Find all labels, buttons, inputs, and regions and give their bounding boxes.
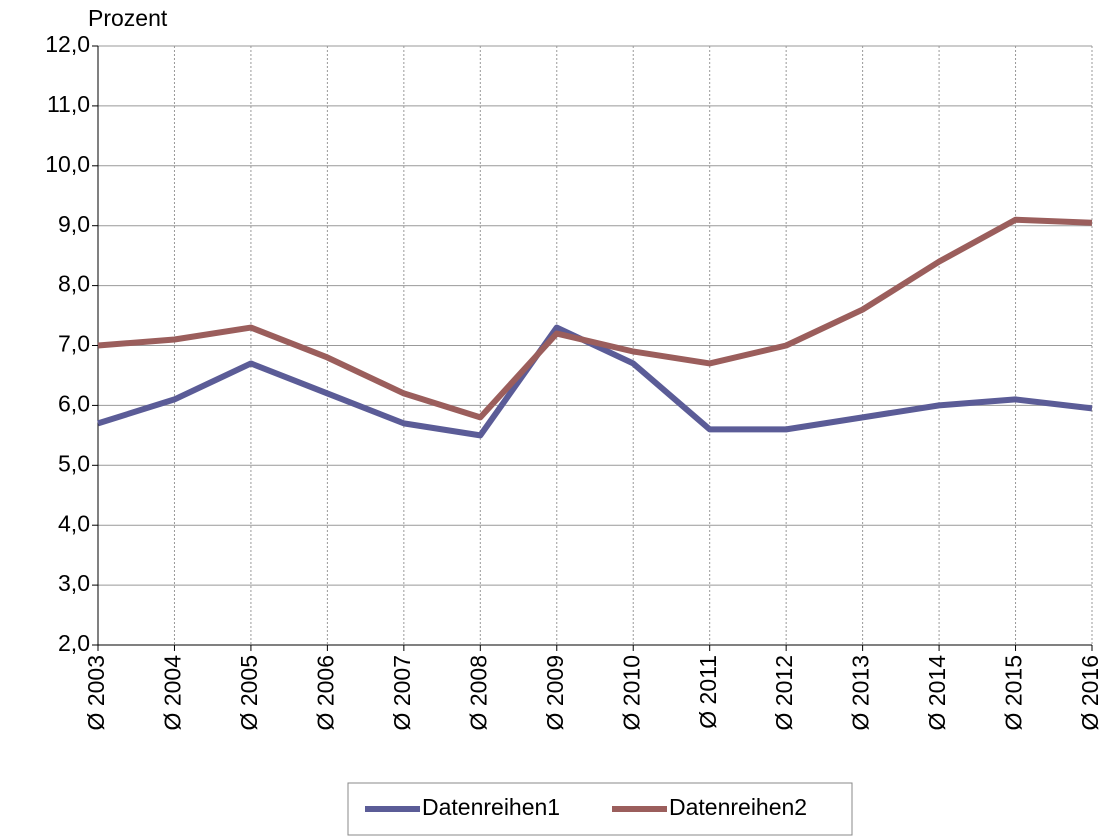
x-tick-label: Ø 2003 xyxy=(83,655,109,730)
x-tick-label: Ø 2009 xyxy=(542,655,568,730)
series-line xyxy=(97,216,1093,421)
x-tick-label: Ø 2012 xyxy=(771,655,797,730)
x-tick-label: Ø 2008 xyxy=(465,655,491,730)
y-axis-label: Prozent xyxy=(88,5,168,31)
x-tick-label: Ø 2006 xyxy=(312,655,338,730)
x-tick-label: Ø 2010 xyxy=(618,655,644,730)
x-tick-label: Ø 2016 xyxy=(1077,655,1103,730)
y-tick-label: 3,0 xyxy=(58,570,90,596)
x-tick-label: Ø 2011 xyxy=(695,655,721,729)
y-tick-label: 6,0 xyxy=(58,390,90,416)
y-tick-label: 10,0 xyxy=(45,151,90,177)
y-tick-label: 9,0 xyxy=(58,211,90,237)
x-tick-label: Ø 2014 xyxy=(924,655,950,731)
y-tick-label: 11,0 xyxy=(47,91,90,117)
y-tick-label: 7,0 xyxy=(58,331,90,357)
x-tick-label: Ø 2015 xyxy=(1001,655,1027,730)
y-tick-label: 5,0 xyxy=(58,450,90,476)
legend-box xyxy=(347,782,853,836)
y-tick-label: 4,0 xyxy=(58,510,90,536)
y-tick-label: 12,0 xyxy=(45,31,90,57)
legend-label: Datenreihen1 xyxy=(422,794,560,820)
legend-label: Datenreihen2 xyxy=(669,794,807,820)
y-tick-label: 2,0 xyxy=(58,630,90,656)
x-tick-label: Ø 2013 xyxy=(848,655,874,730)
x-tick-label: Ø 2005 xyxy=(236,655,262,730)
y-tick-label: 8,0 xyxy=(58,271,90,297)
x-tick-label: Ø 2004 xyxy=(160,655,186,731)
x-tick-label: Ø 2007 xyxy=(389,655,415,730)
